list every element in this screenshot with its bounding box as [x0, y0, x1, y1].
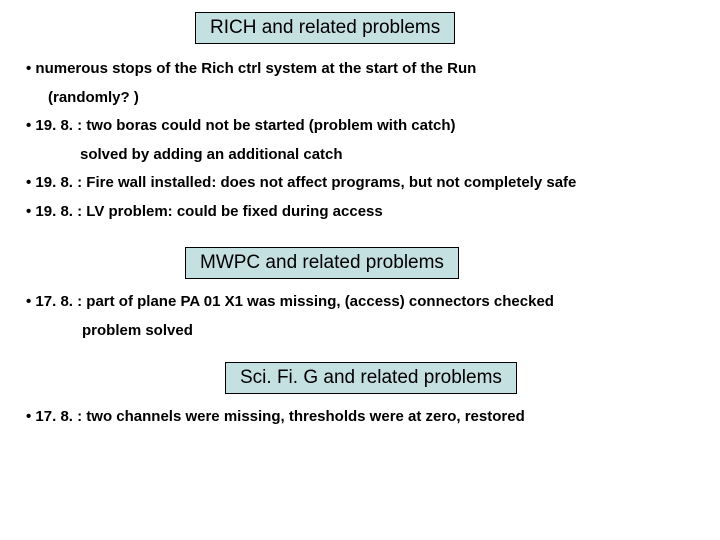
bullet-item: • 19. 8. : Fire wall installed: does not…	[26, 172, 700, 195]
section-header-scifig: Sci. Fi. G and related problems	[225, 362, 517, 394]
section-header-rich: RICH and related problems	[195, 12, 455, 44]
bullet-continuation: (randomly? )	[48, 87, 700, 110]
bullet-item: • 17. 8. : two channels were missing, th…	[26, 406, 700, 429]
bullet-item: • numerous stops of the Rich ctrl system…	[26, 58, 700, 81]
section-header-mwpc: MWPC and related problems	[185, 247, 459, 279]
bullet-continuation: solved by adding an additional catch	[80, 144, 700, 167]
bullet-item: • 17. 8. : part of plane PA 01 X1 was mi…	[26, 291, 700, 314]
bullet-item: • 19. 8. : two boras could not be starte…	[26, 115, 700, 138]
bullet-item: • 19. 8. : LV problem: could be fixed du…	[26, 201, 700, 224]
bullet-continuation: problem solved	[82, 320, 700, 343]
